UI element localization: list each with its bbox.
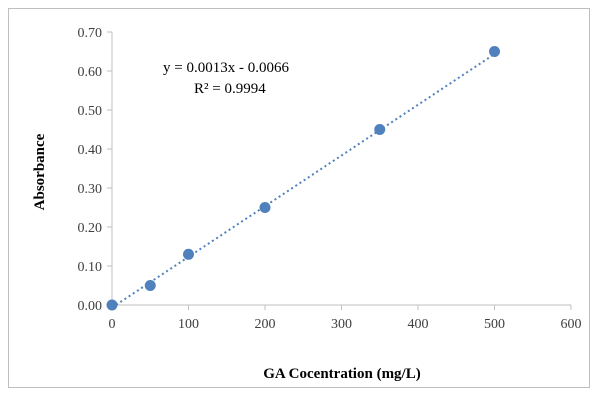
- x-axis-title: GA Cocentration (mg/L): [263, 366, 420, 382]
- y-tick-label: 0.40: [78, 143, 103, 158]
- x-tick-label: 200: [255, 317, 276, 332]
- y-tick-label: 0.10: [78, 260, 103, 275]
- x-tick-label: 600: [561, 317, 582, 332]
- trendline-equation: y = 0.0013x - 0.0066: [163, 60, 289, 76]
- x-tick-label: 0: [109, 317, 116, 332]
- data-point: [106, 299, 118, 311]
- y-tick-label: 0.20: [78, 221, 103, 236]
- data-point: [183, 248, 194, 260]
- y-tick-label: 0.30: [78, 182, 103, 197]
- data-points: [106, 46, 500, 311]
- x-tick-label: 100: [178, 317, 199, 332]
- y-ticks: 0.00 0.10 0.20 0.30 0.40 0.50 0.60 0.70: [78, 26, 112, 314]
- x-tick-label: 500: [484, 317, 505, 332]
- y-tick-label: 0.50: [78, 104, 103, 119]
- y-axis-title: Absorbance: [32, 133, 48, 210]
- x-tick-label: 400: [408, 317, 429, 332]
- x-tick-label: 300: [331, 317, 352, 332]
- y-tick-label: 0.00: [78, 299, 103, 314]
- data-point: [144, 280, 156, 291]
- data-point: [489, 46, 500, 57]
- r-squared-label: R² = 0.9994: [194, 81, 266, 97]
- chart-frame: [8, 8, 590, 388]
- data-point: [374, 124, 386, 135]
- y-tick-label: 0.70: [78, 26, 103, 41]
- trendline: [111, 53, 496, 309]
- y-tick-label: 0.60: [78, 65, 103, 80]
- x-ticks: 0 100 200 300 400 500 600: [109, 305, 582, 332]
- data-point: [259, 202, 271, 213]
